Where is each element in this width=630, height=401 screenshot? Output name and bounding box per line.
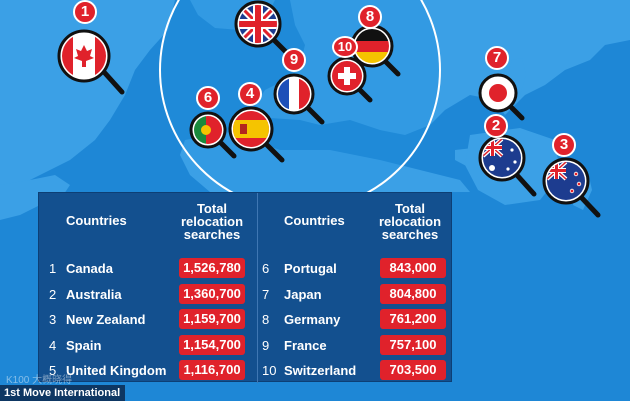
rank-badge-new-zealand: 3 <box>552 133 576 157</box>
spain-flag <box>233 111 269 147</box>
row-country: Japan <box>284 286 322 302</box>
switzerland-flag <box>332 61 362 91</box>
table-column-right: Countries Total relocation searches 6 Por… <box>257 193 453 383</box>
header-searches-right: Total relocation searches <box>372 202 448 241</box>
table-row: 6 Portugal 843,000 <box>258 256 453 280</box>
row-searches-value: 1,159,700 <box>179 309 245 329</box>
header-searches-right-line3: searches <box>381 227 439 242</box>
new-zealand-flag <box>547 162 585 200</box>
canada-flag <box>62 34 106 78</box>
rank-badge-spain: 4 <box>238 82 262 106</box>
australia-flag <box>483 139 521 177</box>
header-searches-line2: relocation <box>180 214 244 229</box>
france-flag <box>278 78 310 110</box>
watermark: K100 大概晓得 <box>6 375 73 386</box>
row-country: France <box>284 337 327 353</box>
header-searches-line1: Total <box>196 201 228 216</box>
rank-badge-germany: 8 <box>358 5 382 29</box>
header-countries-right: Countries <box>284 213 345 228</box>
row-searches-value: 1,360,700 <box>179 283 245 304</box>
row-rank: 4 <box>49 337 57 353</box>
row-rank: 3 <box>49 312 57 327</box>
row-searches-value: 1,116,700 <box>179 360 245 380</box>
table-column-left: Countries Total relocation searches 1 Can… <box>39 193 256 383</box>
row-rank: 8 <box>262 312 270 327</box>
germany-flag <box>355 29 389 63</box>
table-row: 7 Japan 804,800 <box>258 282 453 306</box>
australia-magnifier <box>478 134 537 197</box>
portugal-flag <box>194 116 222 144</box>
rank-badge-france: 9 <box>282 48 306 72</box>
row-rank: 2 <box>49 286 57 302</box>
row-country: Germany <box>284 312 341 327</box>
row-rank: 5 <box>49 363 57 378</box>
row-rank: 7 <box>262 286 270 302</box>
header-searches: Total relocation searches <box>174 202 250 241</box>
row-rank: 9 <box>262 337 270 353</box>
japan-magnifier <box>478 73 525 121</box>
row-country: Portugal <box>284 261 337 276</box>
france-magnifier <box>273 73 325 125</box>
header-searches-line3: searches <box>183 227 241 242</box>
rank-badge-japan: 7 <box>485 46 509 70</box>
table-row: 8 Germany 761,200 <box>258 307 453 331</box>
row-country: Switzerland <box>284 363 357 378</box>
portugal-magnifier <box>189 111 237 159</box>
row-rank: 1 <box>49 261 57 276</box>
header-searches-right-line1: Total <box>394 201 426 216</box>
row-country: New Zealand <box>66 312 146 327</box>
row-country: United Kingdom <box>66 363 167 378</box>
row-country: Spain <box>66 337 102 353</box>
relocation-table: Countries Total relocation searches 1 Can… <box>38 192 453 383</box>
uk-flag <box>239 5 277 43</box>
row-searches-value: 757,100 <box>380 334 446 355</box>
north-america-landmass <box>0 0 175 190</box>
row-searches-value: 1,526,780 <box>179 258 245 278</box>
switzerland-magnifier <box>327 56 373 103</box>
canada-magnifier <box>57 29 125 95</box>
row-searches-value: 1,154,700 <box>179 334 245 355</box>
row-searches-value: 703,500 <box>380 360 446 380</box>
japan-flag <box>489 84 507 102</box>
source-credit: 1st Move International <box>0 385 126 401</box>
rank-badge-portugal: 6 <box>196 86 220 110</box>
central-america-landmass <box>0 175 70 220</box>
table-row: 3 New Zealand 1,159,700 <box>39 307 256 331</box>
row-searches-value: 804,800 <box>380 283 446 304</box>
rank-badge-australia: 2 <box>484 114 508 138</box>
eurasia-landmass <box>255 0 630 135</box>
row-country: Canada <box>66 261 113 276</box>
table-row: 1 Canada 1,526,780 <box>39 256 256 280</box>
spain-magnifier <box>228 106 285 163</box>
table-row: 10 Switzerland 703,500 <box>258 358 453 382</box>
table-row: 4 Spain 1,154,700 <box>39 333 256 357</box>
table-row: 9 France 757,100 <box>258 333 453 357</box>
table-row: 5 United Kingdom 1,116,700 <box>39 358 256 382</box>
rank-badge-switzerland: 10 <box>332 36 358 58</box>
rank-badge-canada: 1 <box>73 0 97 24</box>
row-country: Australia <box>66 286 122 302</box>
header-searches-right-line2: relocation <box>378 214 442 229</box>
row-searches-value: 761,200 <box>380 309 446 329</box>
header-countries: Countries <box>66 213 127 228</box>
row-searches-value: 843,000 <box>380 258 446 278</box>
row-rank: 6 <box>262 261 270 276</box>
new-zealand-magnifier <box>542 157 601 218</box>
row-rank: 10 <box>262 363 277 378</box>
germany-magnifier <box>350 24 401 77</box>
table-row: 2 Australia 1,360,700 <box>39 282 256 306</box>
